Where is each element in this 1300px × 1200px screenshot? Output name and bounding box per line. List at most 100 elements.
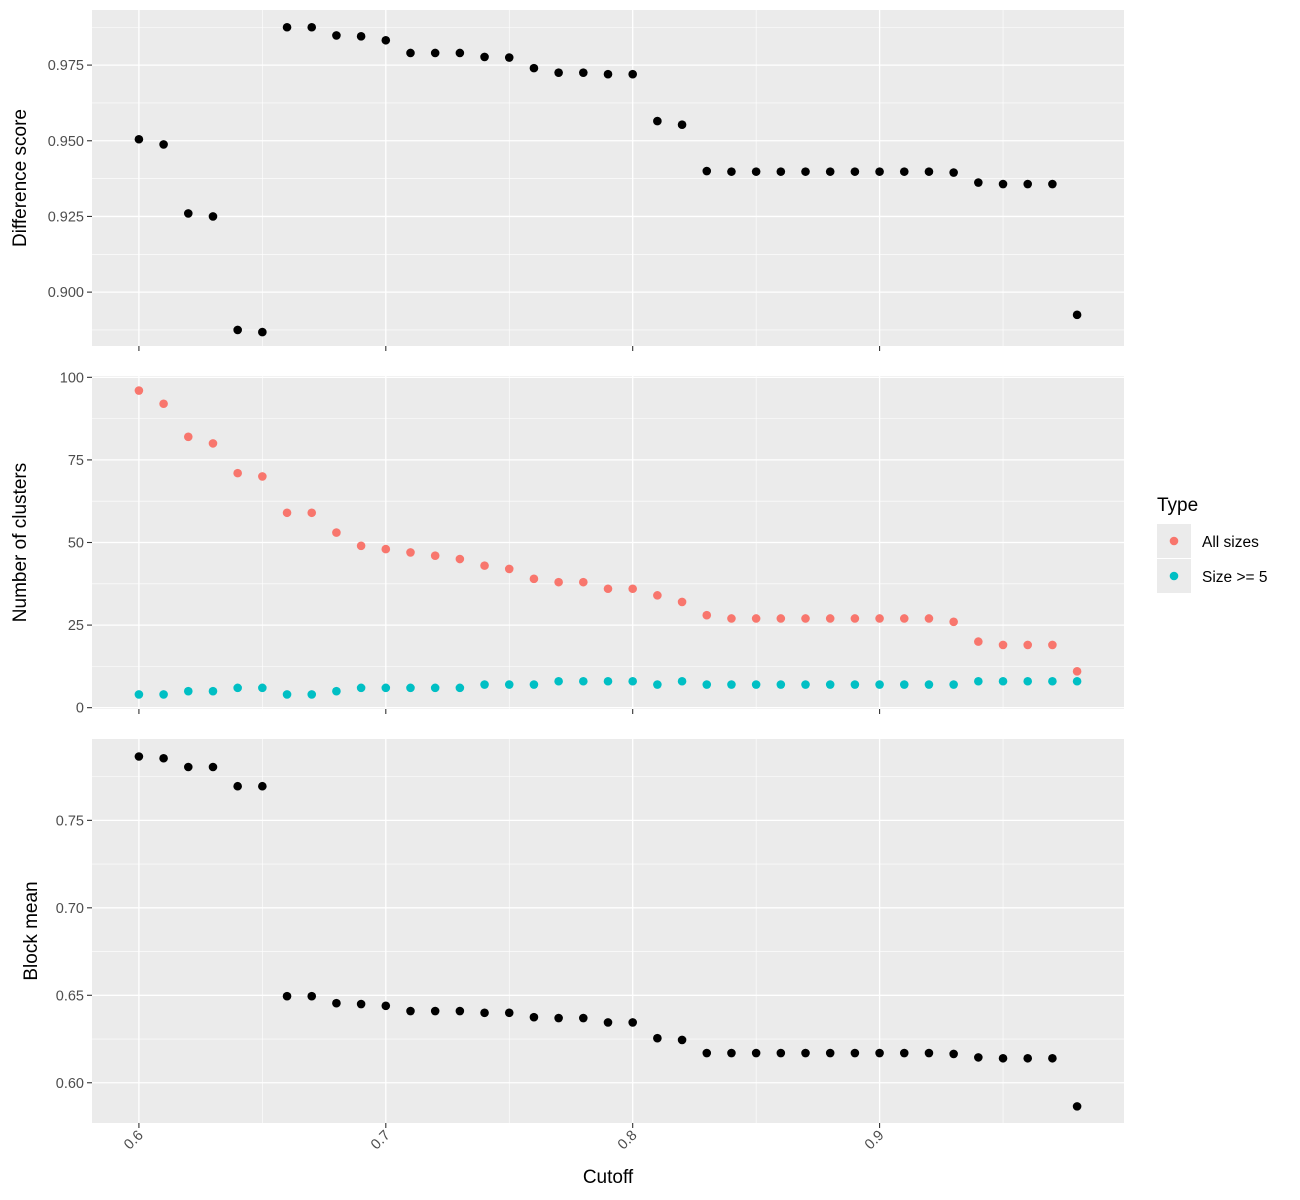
data-point (529, 1012, 539, 1022)
legend-label-all-sizes: All sizes (1202, 534, 1259, 551)
data-point (406, 1006, 415, 1016)
data-point (751, 614, 761, 623)
data-point (653, 680, 662, 689)
data-point (406, 48, 415, 58)
data-point (899, 1048, 909, 1058)
data-point (677, 120, 687, 130)
data-point (850, 680, 860, 689)
x-tick-label: 0.6 (121, 1128, 147, 1154)
data-point (282, 22, 292, 32)
data-point (751, 1048, 761, 1058)
legend-title: Type (1157, 495, 1198, 516)
x-tick-label: 0.9 (862, 1128, 888, 1154)
legend-marker-size-ge-5 (1169, 571, 1179, 581)
data-point (628, 1018, 637, 1027)
data-point (924, 167, 934, 176)
data-point (924, 1048, 934, 1058)
series-0 (134, 386, 1082, 676)
data-point (579, 68, 588, 77)
y-tick-label: 0.900 (48, 285, 84, 301)
data-point (282, 508, 292, 518)
data-point (776, 1048, 786, 1058)
data-point (603, 584, 613, 594)
data-point (307, 991, 317, 1001)
data-point (455, 683, 465, 693)
data-point (875, 1048, 884, 1058)
data-point (579, 1013, 588, 1023)
data-point (258, 781, 267, 791)
data-point (282, 690, 292, 699)
data-point (159, 753, 168, 763)
legend: Type All sizes Size >= 5 (1157, 495, 1268, 593)
data-point (183, 686, 193, 696)
data-point (381, 1001, 391, 1011)
data-point (653, 116, 662, 126)
data-point (430, 48, 440, 58)
y-tick-label: 0 (76, 701, 84, 717)
data-point (529, 63, 539, 73)
data-point (949, 168, 958, 177)
y-tick-label: 0.60 (56, 1076, 84, 1092)
data-point (850, 614, 860, 623)
y-tick-label: 75 (68, 453, 84, 469)
data-point (727, 167, 736, 176)
data-point (1023, 1053, 1033, 1063)
data-point (776, 167, 786, 176)
data-point (134, 134, 144, 144)
data-point (801, 680, 810, 689)
y-axis-title: Block mean (21, 881, 42, 980)
data-point (579, 577, 588, 587)
data-point (356, 683, 366, 693)
data-point (899, 614, 909, 623)
data-point (825, 1048, 835, 1058)
x-axis: 0.6 0.7 0.8 0.9 (121, 1128, 887, 1154)
data-point (134, 386, 144, 395)
data-point (924, 614, 934, 623)
data-point (356, 999, 366, 1009)
series-1 (134, 676, 1082, 699)
data-point (1072, 676, 1082, 686)
x-tick-label: 0.7 (368, 1128, 394, 1154)
y-tick-label: 50 (68, 536, 84, 552)
data-point (801, 167, 810, 176)
data-point (850, 1048, 860, 1058)
y-tick-label: 0.925 (48, 209, 84, 225)
data-point (208, 439, 218, 448)
data-point (356, 32, 366, 41)
series-0 (134, 22, 1082, 337)
data-point (381, 544, 391, 554)
data-point (949, 1049, 958, 1059)
data-point (801, 1048, 810, 1058)
data-point (208, 762, 218, 772)
data-point (1023, 640, 1033, 650)
data-point (1023, 179, 1033, 189)
data-point (480, 52, 489, 62)
data-point (751, 167, 761, 176)
data-point (233, 468, 242, 478)
data-point (455, 1006, 465, 1016)
data-point (134, 690, 144, 699)
x-axis-title: Cutoff (583, 1167, 634, 1188)
data-point (850, 167, 860, 176)
data-point (554, 1013, 563, 1023)
data-point (603, 1018, 613, 1027)
data-point (949, 680, 958, 689)
data-point (504, 680, 514, 689)
data-point (183, 209, 193, 218)
panel-background (92, 10, 1124, 346)
data-point (183, 432, 193, 442)
data-point (702, 610, 712, 620)
y-tick-label: 0.75 (56, 813, 84, 829)
data-point (702, 680, 712, 689)
data-point (677, 676, 687, 686)
data-point (504, 1008, 514, 1018)
data-point (751, 680, 761, 689)
data-point (702, 166, 712, 176)
data-point (603, 69, 613, 79)
data-point (258, 472, 267, 481)
y-axis-title: Difference score (10, 109, 31, 247)
data-point (406, 683, 415, 693)
data-point (727, 1048, 736, 1058)
data-point (258, 683, 267, 693)
data-point (603, 676, 613, 686)
